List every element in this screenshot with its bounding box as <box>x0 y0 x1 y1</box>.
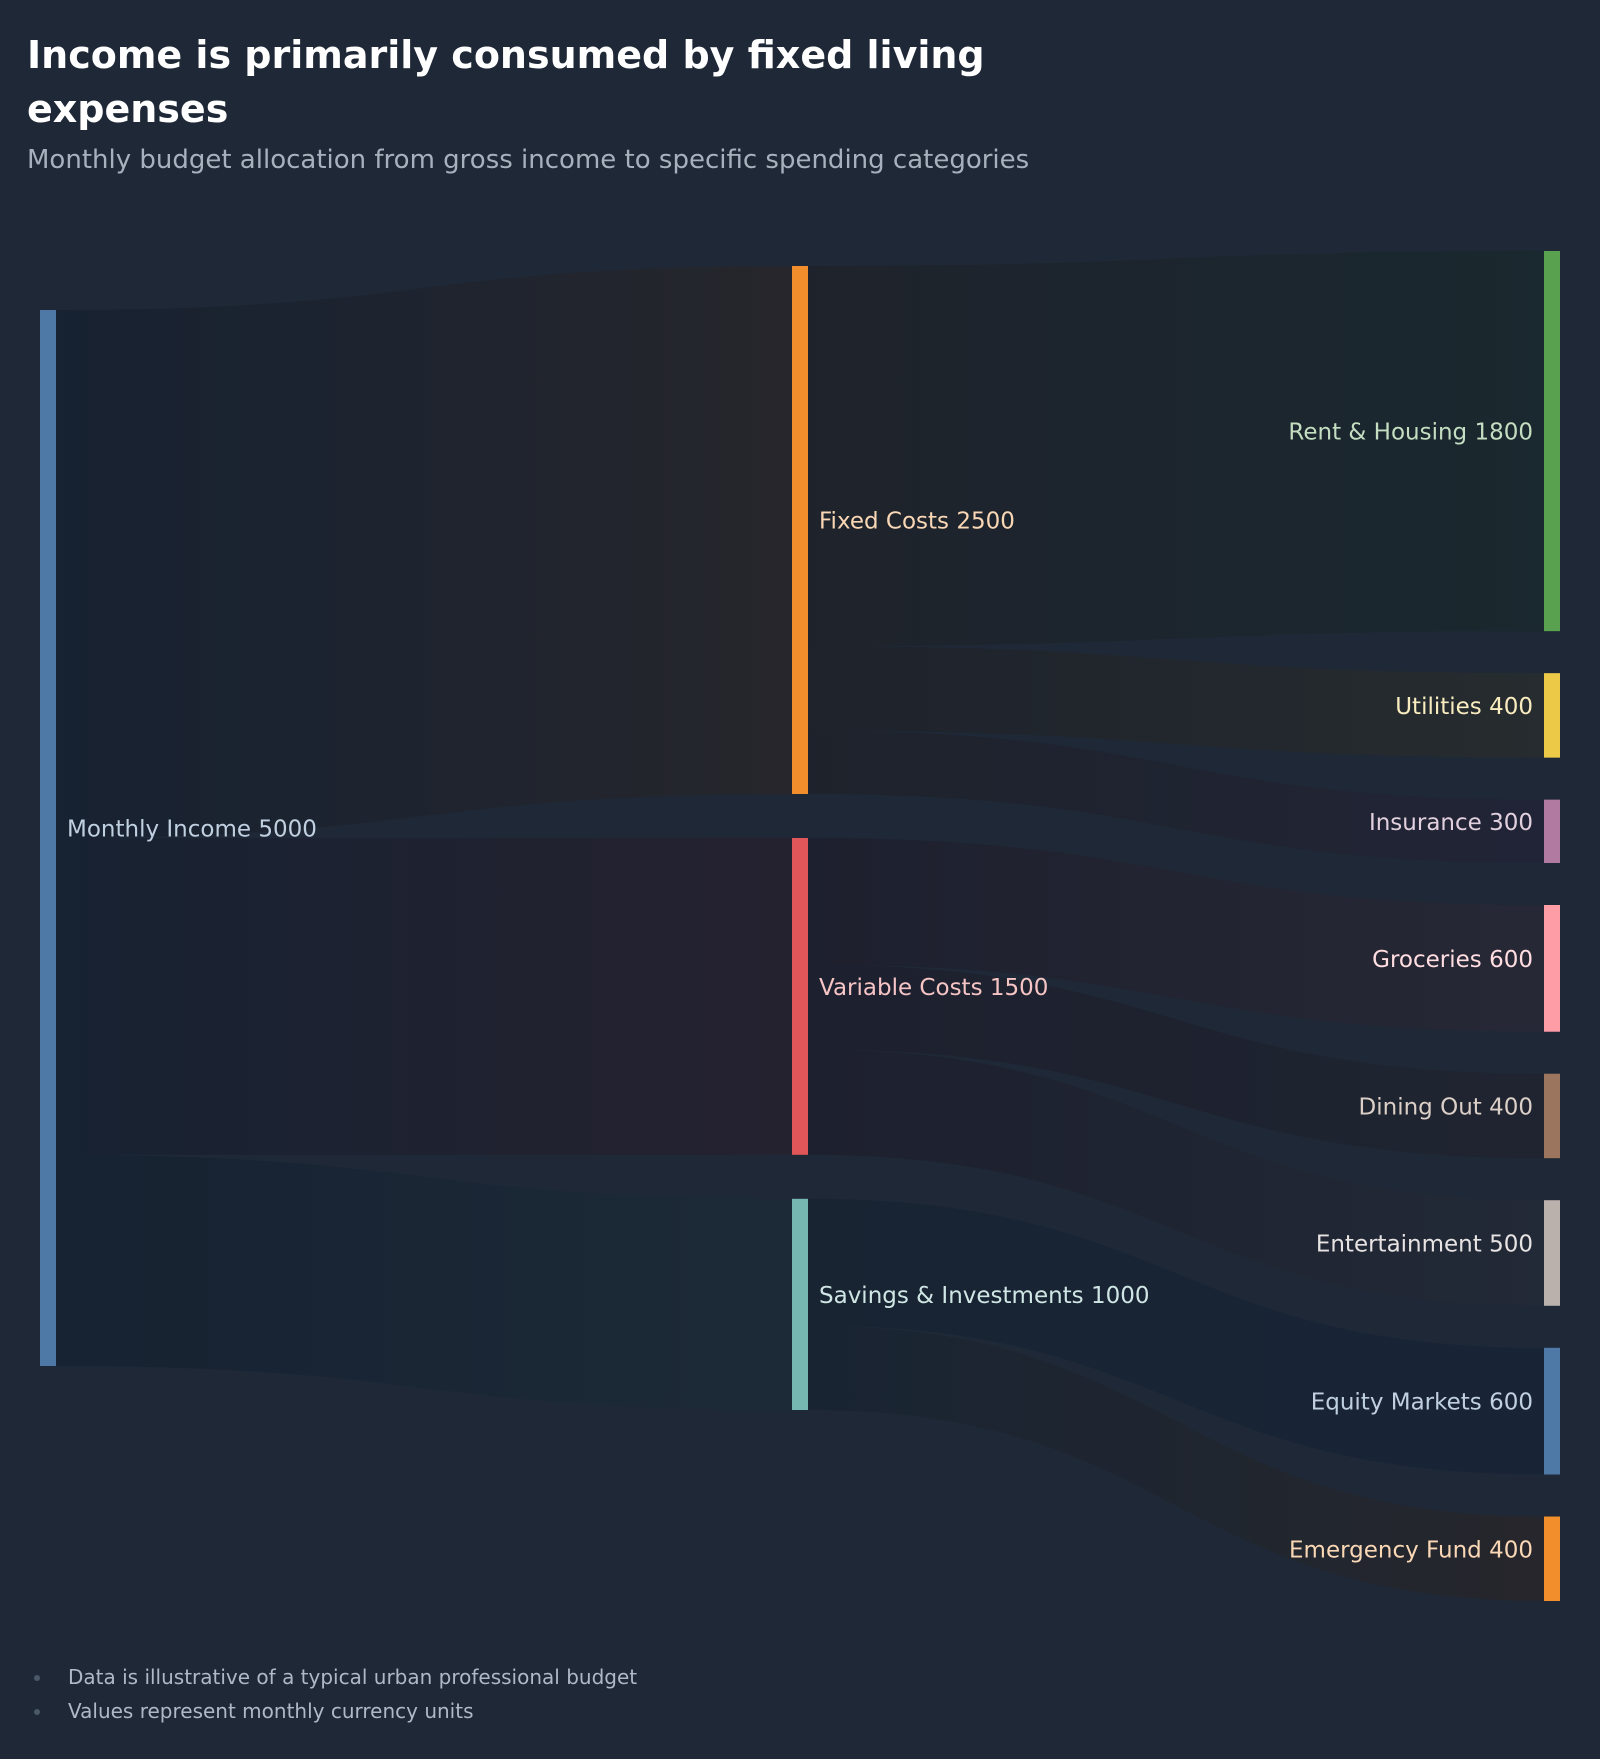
node-utilities[interactable] <box>1544 673 1560 758</box>
node-entertainment[interactable] <box>1544 1200 1560 1306</box>
node-rent[interactable] <box>1544 251 1560 632</box>
node-savings[interactable] <box>792 1198 808 1410</box>
labels-layer: Monthly Income 5000 Fixed Costs 2500 Varia… <box>67 420 1533 1564</box>
node-label-fixed: Fixed Costs 2500 <box>819 509 1015 535</box>
chart-title: Income is primarily consumed by fixed li… <box>27 33 985 131</box>
link-income-fixed[interactable] <box>56 266 792 838</box>
node-fixed[interactable] <box>792 266 808 794</box>
bullet-icon <box>34 1709 40 1715</box>
link-variable-entertainment[interactable] <box>808 1049 1544 1306</box>
footnote-item: Values represent monthly currency units <box>28 1694 637 1728</box>
chart-subtitle: Monthly budget allocation from gross inc… <box>27 145 1030 175</box>
node-label-savings: Savings & Investments 1000 <box>819 1283 1150 1309</box>
links-layer <box>56 251 1544 1601</box>
footnotes: Data is illustrative of a typical urban … <box>28 1660 637 1728</box>
link-fixed-insurance[interactable] <box>808 730 1544 863</box>
link-variable-groceries[interactable] <box>808 838 1544 1032</box>
link-income-savings[interactable] <box>56 1154 792 1410</box>
footnote-item: Data is illustrative of a typical urban … <box>28 1660 637 1694</box>
node-dining[interactable] <box>1544 1073 1560 1159</box>
node-label-insurance: Insurance 300 <box>1369 810 1533 836</box>
node-label-entertainment: Entertainment 500 <box>1316 1232 1533 1258</box>
node-label-income: Monthly Income 5000 <box>67 817 317 843</box>
link-fixed-rent[interactable] <box>808 251 1544 647</box>
node-label-emergency: Emergency Fund 400 <box>1289 1537 1533 1563</box>
node-label-utilities: Utilities 400 <box>1395 694 1533 720</box>
node-label-equity: Equity Markets 600 <box>1311 1390 1533 1416</box>
link-variable-dining[interactable] <box>808 964 1544 1159</box>
footnote-text: Data is illustrative of a typical urban … <box>68 1665 638 1689</box>
link-income-variable[interactable] <box>56 838 792 1155</box>
node-label-dining: Dining Out 400 <box>1359 1094 1533 1120</box>
node-insurance[interactable] <box>1544 799 1560 863</box>
nodes-layer <box>40 251 1560 1601</box>
footnote-text: Values represent monthly currency units <box>68 1699 474 1723</box>
node-income[interactable] <box>40 310 56 1366</box>
node-label-variable: Variable Costs 1500 <box>819 975 1048 1001</box>
node-label-groceries: Groceries 600 <box>1372 947 1533 973</box>
node-groceries[interactable] <box>1544 905 1560 1032</box>
link-savings-emergency[interactable] <box>808 1325 1544 1601</box>
node-emergency[interactable] <box>1544 1516 1560 1601</box>
node-equity[interactable] <box>1544 1347 1560 1475</box>
bullet-icon <box>34 1675 40 1681</box>
link-fixed-utilities[interactable] <box>808 646 1544 758</box>
link-savings-equity[interactable] <box>808 1198 1544 1475</box>
node-variable[interactable] <box>792 838 808 1155</box>
node-label-rent: Rent & Housing 1800 <box>1288 420 1533 446</box>
